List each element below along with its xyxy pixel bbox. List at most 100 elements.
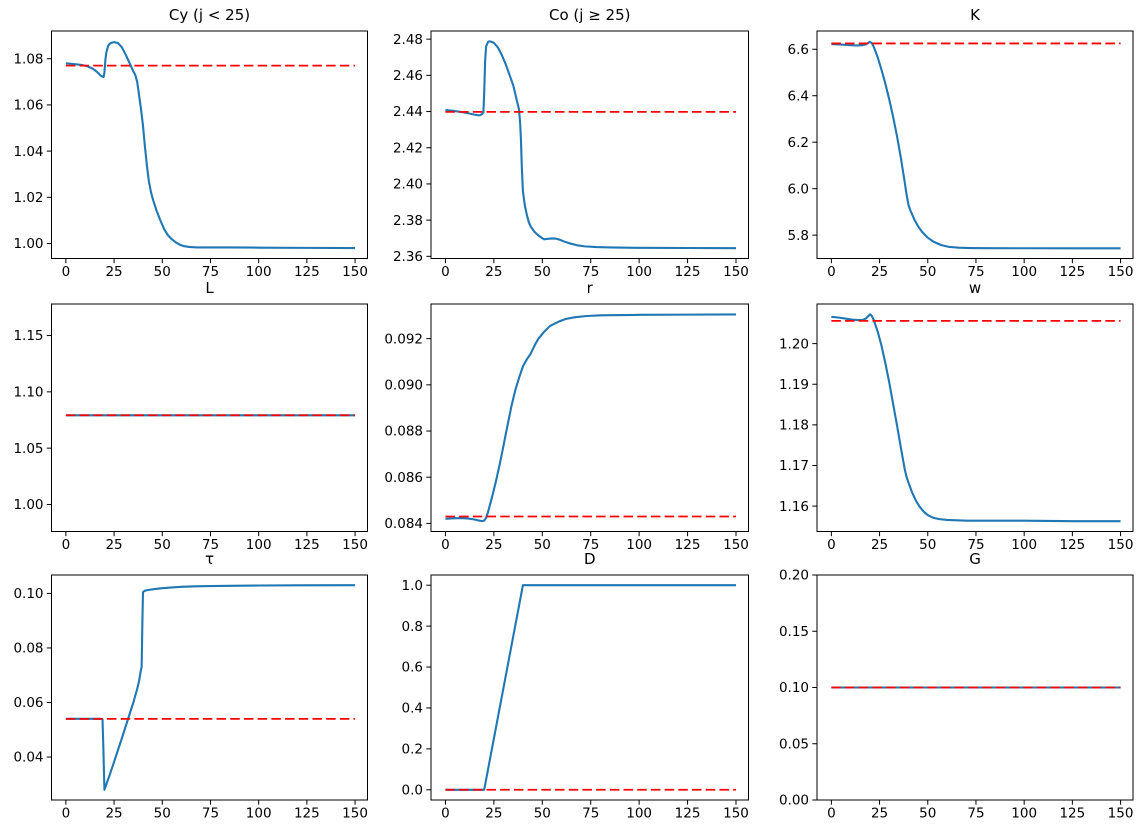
subplot-co: 0 25 50 75 100 125 150 2.36 2.38 2.40 2.42 2.44 2.46…	[393, 30, 749, 280]
y-tick-label-r: 0.084	[384, 516, 423, 532]
x-tick-label-k: 25	[871, 264, 888, 280]
x-tick-label-d: 150	[723, 806, 749, 822]
transition-path-line-co	[445, 40, 737, 250]
x-tick-label-co: 125	[675, 264, 701, 280]
y-tick-label-cy: 1.08	[13, 51, 43, 67]
subplot-title-w: w	[968, 279, 982, 297]
y-tick-label-cy: 1.00	[13, 236, 43, 252]
x-tick-label-k: 100	[1011, 264, 1037, 280]
x-tick-label-w: 25	[871, 537, 888, 553]
y-tick-label-d: 0.6	[402, 660, 423, 676]
x-tick-label-co: 25	[485, 264, 502, 280]
x-tick-label-tau: 150	[342, 806, 368, 822]
x-tick-label-w: 75	[967, 537, 984, 553]
y-tick-label-g: 0.10	[779, 680, 809, 696]
transition-path-line-tau	[65, 584, 356, 791]
x-tick-label-cy: 75	[202, 264, 219, 280]
x-tick-label-w: 150	[1108, 537, 1134, 553]
x-tick-label-g: 25	[871, 806, 888, 822]
axes-frame-w	[816, 303, 1134, 532]
y-tick-label-tau: 0.08	[13, 641, 43, 657]
y-tick-label-cy: 1.04	[13, 144, 43, 160]
transition-path-line-cy	[65, 41, 356, 250]
x-tick-label-tau: 75	[202, 806, 219, 822]
subplot-title-g: G	[969, 550, 981, 568]
y-tick-label-r: 0.092	[384, 331, 423, 347]
subplot-d: 0 25 50 75 100 125 150 0.0 0.2 0.4 0.6 0.8 1.0	[402, 574, 749, 822]
axes-frame-k	[816, 30, 1134, 259]
y-tick-label-d: 1.0	[402, 578, 423, 594]
y-tick-label-tau: 0.06	[13, 695, 43, 711]
x-tick-label-r: 150	[723, 537, 749, 553]
y-tick-label-d: 0.4	[402, 701, 423, 717]
x-tick-label-d: 75	[582, 806, 599, 822]
x-tick-label-w: 50	[919, 537, 936, 553]
subplot-title-co: Co (j ≥ 25)	[549, 6, 631, 24]
x-tick-label-l: 25	[105, 537, 122, 553]
x-tick-label-cy: 50	[154, 264, 171, 280]
subplot-tau: 0 25 50 75 100 125 150 0.04 0.06 0.08 0.10	[13, 574, 368, 822]
x-tick-label-g: 125	[1059, 806, 1085, 822]
x-tick-label-l: 50	[154, 537, 171, 553]
subplot-l: 0 25 50 75 100 125 150 1.00 1.05 1.10 1.15	[13, 303, 368, 553]
y-tick-label-l: 1.00	[13, 497, 43, 513]
y-tick-label-co: 2.40	[393, 177, 423, 193]
x-tick-label-r: 100	[626, 537, 652, 553]
y-tick-label-co: 2.44	[393, 104, 423, 120]
y-tick-label-d: 0.8	[402, 619, 423, 635]
x-tick-label-tau: 50	[154, 806, 171, 822]
x-tick-label-r: 0	[441, 537, 450, 553]
x-tick-label-co: 50	[534, 264, 551, 280]
x-tick-label-l: 125	[294, 537, 320, 553]
x-tick-label-r: 25	[485, 537, 502, 553]
subplot-k: 0 25 50 75 100 125 150 5.8 6.0 6.2 6.4 6.6	[788, 30, 1134, 280]
x-tick-label-co: 100	[626, 264, 652, 280]
x-tick-label-w: 0	[827, 537, 836, 553]
x-tick-label-cy: 0	[62, 264, 71, 280]
x-tick-label-g: 50	[919, 806, 936, 822]
y-tick-label-r: 0.086	[384, 470, 423, 486]
y-tick-label-g: 0.15	[779, 624, 809, 640]
transition-path-line-w	[831, 313, 1121, 523]
y-tick-label-k: 6.4	[788, 88, 809, 104]
subplot-cy: 0 25 50 75 100 125 150 1.00 1.02 1.04 1.06 1.08	[13, 30, 368, 280]
x-tick-label-k: 50	[919, 264, 936, 280]
subplot-title-cy: Cy (j < 25)	[168, 6, 251, 24]
y-tick-label-k: 6.6	[788, 42, 809, 58]
y-tick-label-r: 0.090	[384, 378, 423, 394]
x-tick-label-g: 150	[1108, 806, 1134, 822]
x-tick-label-d: 125	[675, 806, 701, 822]
y-tick-label-w: 1.20	[779, 336, 809, 352]
x-tick-label-l: 150	[342, 537, 368, 553]
y-tick-label-d: 0.0	[402, 782, 423, 798]
y-tick-label-l: 1.10	[13, 385, 43, 401]
axes-frame-r	[430, 303, 749, 532]
y-tick-label-co: 2.42	[393, 140, 423, 156]
y-tick-label-k: 5.8	[788, 228, 809, 244]
y-tick-label-l: 1.05	[13, 441, 43, 457]
x-tick-label-co: 0	[441, 264, 450, 280]
x-tick-label-d: 25	[485, 806, 502, 822]
y-tick-label-g: 0.20	[779, 568, 809, 584]
transition-path-line-d	[445, 584, 737, 791]
x-tick-label-w: 125	[1059, 537, 1085, 553]
subplot-title-tau: τ	[204, 550, 215, 568]
x-tick-label-g: 100	[1011, 806, 1037, 822]
x-tick-label-w: 100	[1011, 537, 1037, 553]
x-tick-label-l: 100	[246, 537, 272, 553]
x-tick-label-k: 0	[827, 264, 836, 280]
y-tick-label-w: 1.16	[779, 499, 809, 515]
y-tick-label-cy: 1.06	[13, 98, 43, 114]
x-tick-label-cy: 150	[342, 264, 368, 280]
x-tick-label-tau: 0	[62, 806, 71, 822]
subplot-title-l: L	[205, 279, 214, 297]
subplot-title-r: r	[586, 279, 593, 297]
x-tick-label-cy: 125	[294, 264, 320, 280]
transition-path-line-r	[445, 313, 737, 523]
subplot-g: 0 25 50 75 100 125 150 0.00 0.05 0.10 0.15 0.20	[779, 568, 1134, 822]
y-tick-label-k: 6.0	[788, 181, 809, 197]
y-tick-label-tau: 0.10	[13, 586, 43, 602]
subplot-title-d: D	[583, 550, 596, 568]
axes-frame-l	[51, 303, 368, 532]
x-tick-label-l: 75	[202, 537, 219, 553]
